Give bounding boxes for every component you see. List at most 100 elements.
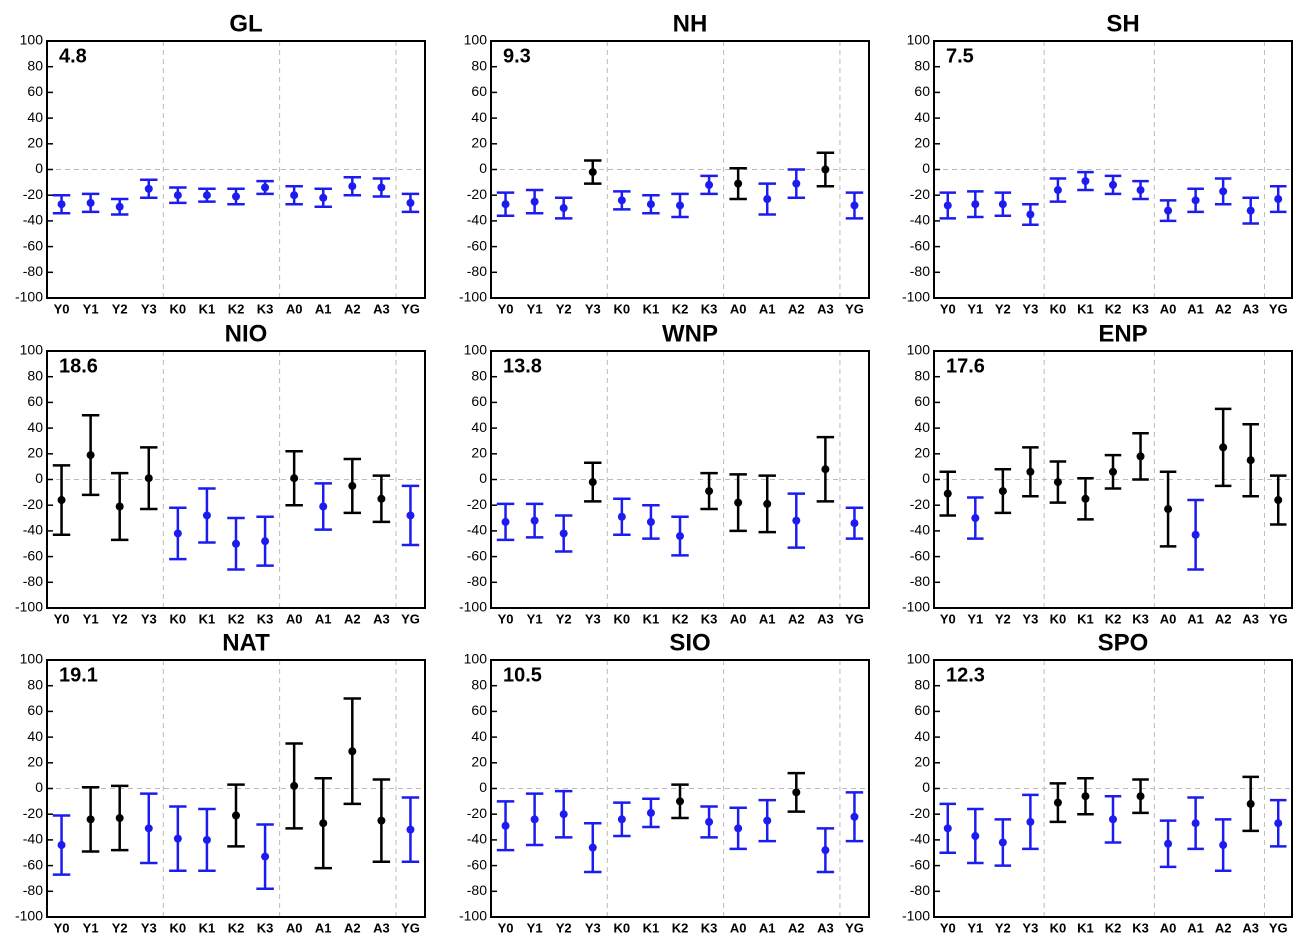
point	[530, 516, 539, 525]
annotation: 18.6	[59, 355, 98, 377]
x-tick-label: Y3	[585, 301, 601, 316]
point	[850, 201, 859, 210]
x-tick-label: K3	[1132, 611, 1149, 626]
point	[290, 191, 299, 200]
y-tick-label: 40	[914, 728, 930, 744]
point	[943, 201, 952, 210]
x-tick-label: Y0	[54, 920, 70, 935]
point	[705, 180, 714, 189]
x-tick-label: Y2	[112, 920, 128, 935]
annotation: 19.1	[59, 664, 98, 686]
point	[1026, 210, 1035, 219]
x-tick-label: K2	[228, 920, 245, 935]
point	[1053, 186, 1062, 195]
chart-title: SIO	[669, 629, 710, 656]
y-tick-label: -20	[23, 496, 43, 512]
point	[1081, 494, 1090, 503]
point	[705, 487, 714, 496]
plot-border	[933, 40, 1293, 299]
x-tick-label: Y1	[83, 301, 99, 316]
y-tick-label: -100	[15, 599, 43, 615]
point	[1164, 206, 1173, 215]
y-tick-label: -100	[15, 289, 43, 305]
y-tick-label: -100	[15, 908, 43, 924]
x-tick-label: Y0	[498, 611, 514, 626]
point	[850, 812, 859, 821]
x-tick-label: A3	[817, 611, 834, 626]
point	[1274, 819, 1283, 828]
chart-title: NAT	[222, 629, 270, 656]
x-tick-label: A1	[315, 301, 332, 316]
plot-frame	[934, 660, 1292, 917]
y-tick-label: -80	[910, 263, 930, 279]
y-tick-label: -20	[23, 805, 43, 821]
point	[406, 198, 415, 207]
point	[377, 816, 386, 825]
point	[86, 451, 95, 460]
y-tick-label: -100	[459, 289, 487, 305]
y-tick-label: 40	[471, 109, 487, 125]
point	[348, 481, 357, 490]
point	[348, 747, 357, 756]
y-tick-label: 60	[914, 83, 930, 99]
point	[676, 532, 684, 541]
x-tick-label: K0	[1050, 920, 1067, 935]
point	[676, 797, 684, 806]
point	[1246, 456, 1255, 465]
point	[1246, 206, 1255, 215]
x-tick-label: Y2	[112, 301, 128, 316]
point	[971, 514, 980, 523]
x-tick-label: A0	[1160, 611, 1177, 626]
point	[676, 201, 684, 210]
y-tick-label: 60	[914, 702, 930, 718]
y-tick-label: -60	[910, 237, 930, 253]
y-tick-label: 60	[471, 83, 487, 99]
point	[998, 838, 1007, 847]
x-tick-label: K3	[701, 301, 718, 316]
y-tick-label: -60	[467, 237, 487, 253]
y-tick-label: 20	[471, 445, 487, 461]
point	[377, 494, 386, 503]
point	[501, 517, 510, 526]
y-tick-label: -20	[23, 186, 43, 202]
point	[115, 502, 124, 511]
y-tick-label: -60	[910, 856, 930, 872]
point	[57, 200, 66, 209]
x-tick-label: K2	[672, 920, 689, 935]
annotation: 12.3	[946, 664, 985, 686]
x-tick-label: K1	[199, 611, 216, 626]
x-tick-label: Y2	[556, 301, 572, 316]
point	[261, 537, 270, 546]
point	[173, 529, 182, 538]
x-tick-label: A0	[730, 611, 747, 626]
chart-title: GL	[229, 10, 262, 37]
y-tick-label: 100	[464, 32, 488, 48]
x-tick-label: K0	[614, 920, 631, 935]
y-tick-label: 60	[27, 702, 43, 718]
x-tick-label: K0	[170, 611, 187, 626]
y-tick-label: 80	[914, 57, 930, 73]
point	[290, 781, 299, 790]
point	[348, 182, 357, 191]
x-tick-label: YG	[845, 920, 864, 935]
y-tick-label: -80	[467, 263, 487, 279]
point	[617, 815, 626, 824]
y-tick-label: 80	[471, 676, 487, 692]
chart-title: NH	[673, 10, 708, 37]
x-tick-label: A0	[1160, 920, 1177, 935]
point	[971, 200, 980, 209]
point	[971, 832, 980, 841]
x-tick-label: YG	[401, 611, 420, 626]
point	[290, 474, 299, 483]
y-tick-label: 60	[471, 393, 487, 409]
y-tick-label: 20	[914, 445, 930, 461]
point	[86, 198, 95, 207]
point	[530, 815, 539, 824]
x-tick-label: Y3	[1022, 920, 1038, 935]
chart-title: ENP	[1098, 320, 1147, 347]
x-tick-label: K2	[672, 301, 689, 316]
y-tick-label: 40	[914, 419, 930, 435]
y-tick-label: -100	[902, 908, 930, 924]
x-tick-label: K3	[1132, 301, 1149, 316]
x-tick-label: A2	[788, 920, 805, 935]
